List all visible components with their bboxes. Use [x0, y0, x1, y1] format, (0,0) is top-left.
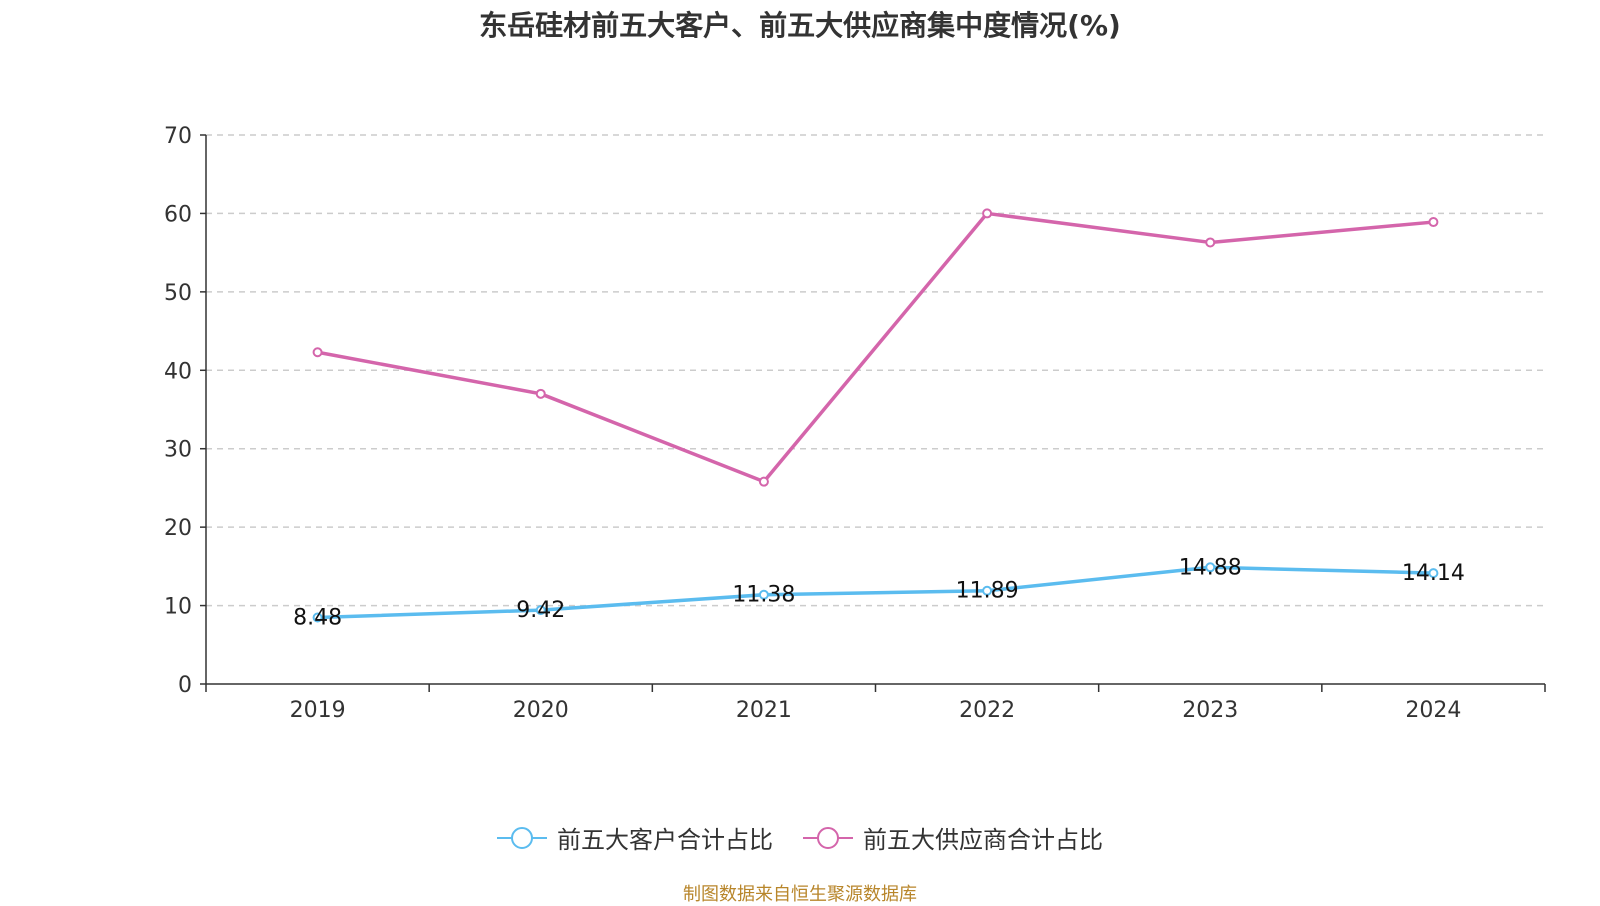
y-tick-label-30: 30	[164, 438, 192, 463]
legend-item-customers[interactable]: 前五大客户合计占比	[497, 820, 773, 855]
series-0-point-2021	[758, 589, 769, 600]
data-label-0-2021: 11.38	[732, 583, 795, 608]
x-tick-label-2019: 2019	[290, 698, 346, 723]
legend-marker-suppliers	[803, 826, 853, 849]
y-tick-label-0: 0	[178, 673, 192, 698]
y-tick-label-10: 10	[164, 595, 192, 620]
data-label-0-2022: 11.89	[956, 579, 1019, 604]
series-1-point-2023	[1205, 237, 1216, 248]
y-tick-label-40: 40	[164, 359, 192, 384]
y-tick-label-20: 20	[164, 516, 192, 541]
y-tick-label-70: 70	[164, 124, 192, 149]
series-1-point-2020	[535, 388, 546, 399]
series-0-point-2022	[982, 585, 993, 596]
series-0-point-2020	[535, 605, 546, 616]
series-1-point-2019	[312, 347, 323, 358]
legend-item-suppliers[interactable]: 前五大供应商合计占比	[803, 820, 1103, 855]
line-chart: 0 10 20 30 40 50 60 70 2019 2020 2021 2022 2023 2024 8…	[164, 124, 1546, 723]
series-0-point-2019	[312, 612, 323, 623]
legend: 前五大客户合计占比 前五大供应商合计占比	[0, 820, 1600, 855]
data-label-0-2019: 8.48	[293, 605, 342, 630]
legend-marker-customers	[497, 826, 547, 849]
y-tick-label-60: 60	[164, 202, 192, 227]
series-1-point-2021	[758, 476, 769, 487]
data-label-0-2020: 9.42	[516, 598, 565, 623]
series-0-point-2023	[1205, 562, 1216, 573]
series-0-point-2024	[1428, 568, 1439, 579]
x-tick-label-2020: 2020	[513, 698, 569, 723]
chart-title: 东岳硅材前五大客户、前五大供应商集中度情况(%)	[479, 9, 1121, 42]
x-tick-label-2021: 2021	[736, 698, 792, 723]
series-line-0	[317, 565, 1434, 620]
series-line-1	[317, 211, 1434, 484]
legend-label-suppliers: 前五大供应商合计占比	[863, 826, 1103, 854]
series-1-point-2022	[982, 208, 993, 219]
legend-label-customers: 前五大客户合计占比	[557, 826, 773, 854]
series-1-point-2024	[1428, 217, 1439, 228]
y-tick-label-50: 50	[164, 281, 192, 306]
x-tick-label-2024: 2024	[1405, 698, 1461, 723]
data-label-0-2024: 14.14	[1402, 561, 1465, 586]
source-note: 制图数据来自恒生聚源数据库	[683, 884, 917, 905]
x-tick-label-2023: 2023	[1182, 698, 1238, 723]
x-tick-label-2022: 2022	[959, 698, 1015, 723]
data-label-0-2023: 14.88	[1179, 555, 1242, 580]
